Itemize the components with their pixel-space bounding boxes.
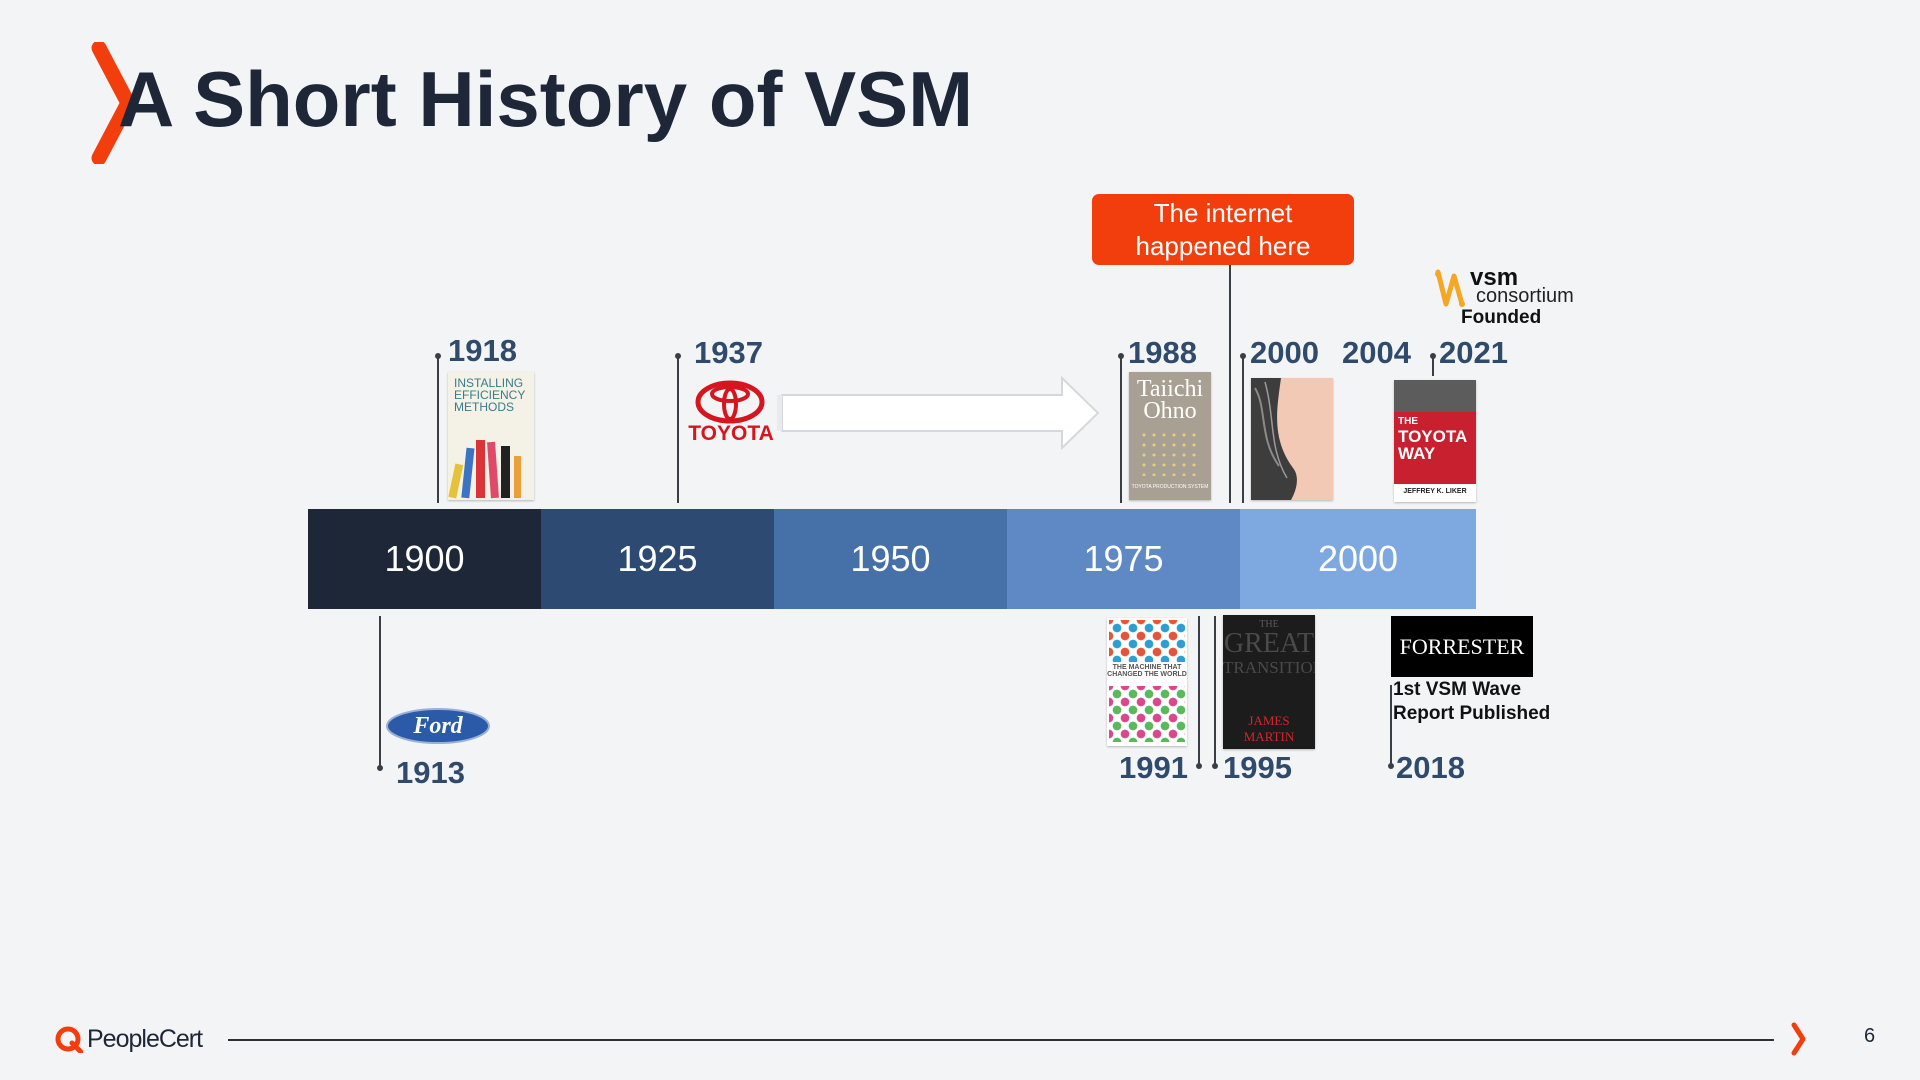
year-1988: 1988 xyxy=(1128,335,1197,370)
era-1925: 1925 xyxy=(541,509,774,609)
vsm-consortium-wordmark: consortium xyxy=(1476,285,1574,307)
year-2018: 2018 xyxy=(1396,750,1465,785)
forrester-caption-line1: 1st VSM Wave xyxy=(1393,679,1522,700)
marker-line-2018 xyxy=(1390,685,1392,768)
era-1950: 1950 xyxy=(774,509,1007,609)
toyota-logo: TOYOTA xyxy=(683,380,779,450)
toyota-wordmark: TOYOTA xyxy=(688,422,774,445)
book-great-transition: THE GREAT TRANSITION JAMES MARTIN xyxy=(1223,615,1315,749)
forrester-logo: FORRESTER xyxy=(1391,616,1533,677)
book-ohno-dots xyxy=(1139,430,1201,476)
marker-dot-1918 xyxy=(435,353,441,359)
book-toyota-way: THE TOYOTA WAY JEFFREY K. LIKER xyxy=(1394,380,1476,502)
marker-line-1991 xyxy=(1198,616,1200,768)
year-1995: 1995 xyxy=(1223,750,1292,785)
internet-callout: The internet happened here xyxy=(1092,194,1354,265)
marker-dot-2000 xyxy=(1240,353,1246,359)
year-1937: 1937 xyxy=(694,335,763,370)
marker-line-1918 xyxy=(437,356,439,503)
marker-dot-1937 xyxy=(675,353,681,359)
peoplecert-wordmark: PeopleCert xyxy=(87,1025,203,1053)
era-1900: 1900 xyxy=(308,509,541,609)
era-1975: 1975 xyxy=(1007,509,1240,609)
book-machine-changed-world: THE MACHINE THAT CHANGED THE WORLD xyxy=(1107,618,1187,746)
ford-wordmark: Ford xyxy=(413,713,463,739)
era-2000: 2000 xyxy=(1240,509,1476,609)
marker-dot-1913 xyxy=(377,765,383,771)
book-machine-car-grid-bottom xyxy=(1109,686,1185,742)
progress-arrow xyxy=(776,375,1102,451)
year-1918: 1918 xyxy=(448,333,517,368)
year-1913: 1913 xyxy=(396,755,465,790)
callout-connector xyxy=(1229,265,1231,503)
marker-line-2000 xyxy=(1242,356,1244,503)
marker-line-1988 xyxy=(1120,356,1122,503)
marker-line-1995 xyxy=(1214,616,1216,768)
ford-logo: Ford xyxy=(385,707,491,745)
marker-dot-2021 xyxy=(1430,353,1436,359)
year-2004: 2004 xyxy=(1342,335,1411,370)
book-efficiency-art xyxy=(448,440,521,499)
marker-line-1913 xyxy=(379,616,381,768)
title-chevron-icon xyxy=(90,40,140,166)
footer-rule xyxy=(228,1039,1774,1041)
toyota-emblem-icon xyxy=(695,380,765,424)
book-efficiency-methods: INSTALLING EFFICIENCY METHODS xyxy=(448,372,534,500)
marker-line-1937 xyxy=(677,356,679,503)
year-2000: 2000 xyxy=(1250,335,1319,370)
vsm-founded-caption: Founded xyxy=(1461,307,1542,328)
book-2000-cover xyxy=(1251,378,1333,500)
marker-line-2021 xyxy=(1432,356,1434,376)
book-machine-car-grid-top xyxy=(1109,620,1185,662)
book-toyota-way-band xyxy=(1394,412,1476,484)
book-taiichi-ohno: Taiichi Ohno TOYOTA PRODUCTION SYSTEM xyxy=(1129,372,1211,500)
book-toyota-way-photo xyxy=(1394,380,1476,412)
vsm-consortium-logo: vsm consortium xyxy=(1434,264,1584,310)
forrester-caption-line2: Report Published xyxy=(1393,703,1551,724)
callout-text: The internet happened here xyxy=(1135,197,1311,261)
forrester-wordmark: FORRESTER xyxy=(1399,633,1525,659)
book-2000-art xyxy=(1251,378,1297,500)
vsm-wordmark: vsm xyxy=(1470,264,1519,291)
year-1991: 1991 xyxy=(1119,750,1188,785)
peoplecert-logo: PeopleCert xyxy=(55,1024,235,1054)
marker-dot-1995 xyxy=(1212,763,1218,769)
footer-chevron-icon xyxy=(1790,1022,1808,1056)
page-title: A Short History of VSM xyxy=(118,55,974,143)
vsm-consortium-mark-icon xyxy=(1435,269,1465,307)
marker-dot-2018 xyxy=(1388,763,1394,769)
year-2021: 2021 xyxy=(1439,335,1508,370)
peoplecert-mark-icon xyxy=(55,1026,83,1053)
marker-dot-1991 xyxy=(1196,763,1202,769)
book-efficiency-title: INSTALLING EFFICIENCY METHODS xyxy=(454,376,526,414)
ford-oval-icon xyxy=(386,708,490,744)
marker-dot-1988 xyxy=(1118,353,1124,359)
page-number: 6 xyxy=(1864,1025,1876,1047)
